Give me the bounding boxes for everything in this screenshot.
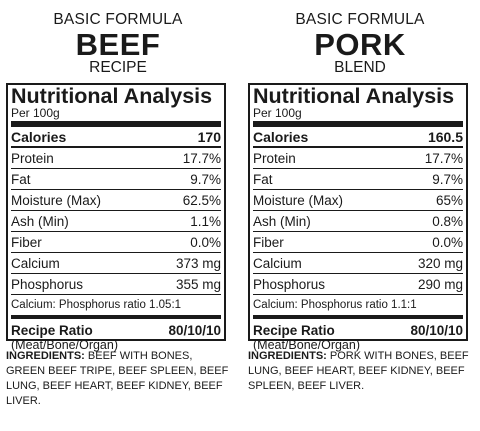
pork-ingredients-text: PORK WITH BONES, BEEF LUNG, BEEF HEART, … [248, 350, 469, 392]
pork-row-ash: Ash (Min) 0.8% [253, 211, 463, 232]
beef-recipe-ratio-value: 80/10/10 [168, 323, 221, 338]
pork-header: BASIC FORMULA PORK BLEND [248, 0, 472, 75]
beef-row-value: 9.7% [190, 171, 221, 187]
pork-ratio-line: Calcium: Phosphorus ratio 1.1:1 [253, 299, 417, 311]
beef-nutrition-box: Nutritional Analysis Per 100g Calories 1… [6, 83, 226, 352]
beef-row-value: 17.7% [182, 150, 221, 166]
beef-header-name: BEEF [75, 26, 161, 62]
beef-row-label: Protein [11, 150, 54, 166]
pork-row-phosphorus: Phosphorus 290 mg [253, 274, 463, 295]
pork-per-label: Per 100g [253, 106, 302, 120]
beef-row-fiber: Fiber 0.0% [11, 232, 221, 253]
pork-row-label: Protein [253, 150, 296, 166]
beef-row-calcium: Calcium 373 mg [11, 253, 221, 274]
beef-ingredients-label: INGREDIENTS: [6, 350, 85, 362]
pork-calories-label: Calories [253, 128, 309, 145]
beef-row-protein: Protein 17.7% [11, 148, 221, 169]
pork-row-value: 320 mg [417, 255, 463, 271]
beef-row-value: 1.1% [190, 213, 221, 229]
pork-row-value: 17.7% [424, 150, 463, 166]
pork-ingredients: INGREDIENTS: PORK WITH BONES, BEEF LUNG,… [248, 349, 474, 394]
beef-row-fat: Fat 9.7% [11, 169, 221, 190]
beef-calories-label: Calories [11, 128, 67, 145]
beef-header: BASIC FORMULA BEEF RECIPE [6, 0, 230, 75]
pork-panel: BASIC FORMULA PORK BLEND Nutritional Ana… [248, 0, 472, 392]
beef-recipe-ratio-sub: (Meat/Bone/Organ) [11, 338, 118, 352]
pork-recipe-ratio-label: Recipe Ratio [253, 323, 335, 338]
pork-calories-value: 160.5 [427, 128, 463, 145]
pork-ratio-row: Calcium: Phosphorus ratio 1.1:1 [253, 295, 463, 319]
beef-nutrition-title: Nutritional Analysis [11, 84, 213, 108]
pork-header-top: BASIC FORMULA [295, 11, 425, 28]
beef-row-phosphorus: Phosphorus 355 mg [11, 274, 221, 295]
beef-ingredients-text: BEEF WITH BONES, GREEN BEEF TRIPE, BEEF … [6, 350, 229, 407]
pork-row-moisture: Moisture (Max) 65% [253, 190, 463, 211]
beef-row-label: Fiber [11, 234, 42, 250]
pork-row-value: 65% [435, 192, 463, 208]
pork-thick-rule [253, 121, 463, 127]
beef-panel: BASIC FORMULA BEEF RECIPE Nutritional An… [6, 0, 230, 407]
pork-calories-row: Calories 160.5 [253, 127, 463, 148]
beef-calories-row: Calories 170 [11, 127, 221, 148]
beef-row-moisture: Moisture (Max) 62.5% [11, 190, 221, 211]
beef-calories-value: 170 [197, 128, 221, 145]
beef-header-sub: RECIPE [89, 58, 147, 76]
pork-row-fiber: Fiber 0.0% [253, 232, 463, 253]
pork-header-sub: BLEND [334, 58, 386, 76]
beef-row-value: 355 mg [175, 276, 221, 292]
pork-row-label: Fat [253, 171, 273, 187]
beef-thick-rule [11, 121, 221, 127]
pork-row-value: 9.7% [432, 171, 463, 187]
pork-row-label: Phosphorus [253, 276, 326, 292]
beef-row-label: Phosphorus [11, 276, 84, 292]
pork-nutrition-title: Nutritional Analysis [253, 84, 455, 108]
pork-row-label: Fiber [253, 234, 284, 250]
pork-row-value: 0.0% [432, 234, 463, 250]
beef-recipe-ratio-label: Recipe Ratio [11, 323, 93, 338]
pork-row-label: Moisture (Max) [253, 192, 344, 208]
pork-row-label: Calcium [253, 255, 302, 271]
beef-ratio-row: Calcium: Phosphorus ratio 1.05:1 [11, 295, 221, 319]
pork-header-name: PORK [314, 26, 406, 62]
beef-row-value: 0.0% [190, 234, 221, 250]
beef-header-top: BASIC FORMULA [53, 11, 183, 28]
pork-recipe-ratio-sub: (Meat/Bone/Organ) [253, 338, 360, 352]
beef-row-label: Fat [11, 171, 31, 187]
beef-row-value: 373 mg [175, 255, 221, 271]
beef-row-label: Calcium [11, 255, 60, 271]
pork-recipe-ratio: Recipe Ratio 80/10/10 [253, 323, 463, 338]
pork-row-value: 290 mg [417, 276, 463, 292]
beef-ingredients: INGREDIENTS: BEEF WITH BONES, GREEN BEEF… [6, 349, 232, 409]
beef-row-label: Moisture (Max) [11, 192, 102, 208]
beef-row-ash: Ash (Min) 1.1% [11, 211, 221, 232]
pork-nutrition-box: Nutritional Analysis Per 100g Calories 1… [248, 83, 468, 352]
beef-row-label: Ash (Min) [11, 213, 69, 229]
beef-row-value: 62.5% [182, 192, 221, 208]
beef-per-label: Per 100g [11, 106, 60, 120]
pork-row-protein: Protein 17.7% [253, 148, 463, 169]
beef-ratio-line: Calcium: Phosphorus ratio 1.05:1 [11, 299, 182, 311]
pork-row-fat: Fat 9.7% [253, 169, 463, 190]
pork-row-label: Ash (Min) [253, 213, 311, 229]
beef-recipe-ratio: Recipe Ratio 80/10/10 [11, 323, 221, 338]
pork-ingredients-label: INGREDIENTS: [248, 350, 327, 362]
pork-recipe-ratio-value: 80/10/10 [410, 323, 463, 338]
pork-row-calcium: Calcium 320 mg [253, 253, 463, 274]
pork-row-value: 0.8% [432, 213, 463, 229]
